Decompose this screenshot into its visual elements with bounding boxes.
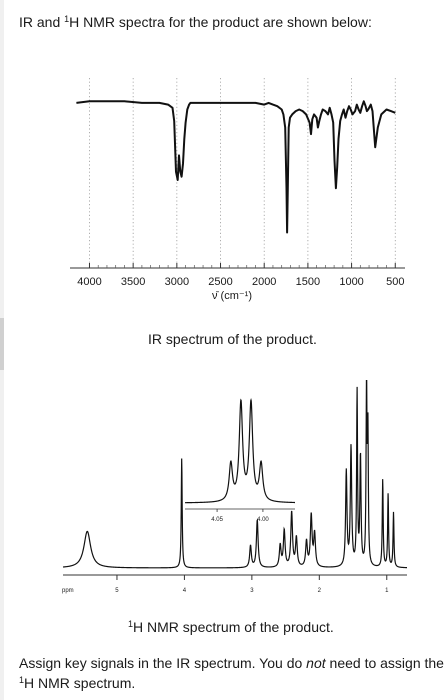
- intro-text-part: H NMR spectra for the product are shown …: [69, 14, 372, 30]
- nmr-inset-tick-label: 4.05: [211, 517, 223, 523]
- ir-tick-label: 3000: [165, 276, 189, 288]
- task-text-part: need to assign the: [325, 655, 444, 671]
- task-text-part: H NMR spectrum.: [24, 675, 136, 691]
- nmr-caption-superscript: 1: [128, 619, 134, 629]
- nmr-tick-marks: 5 4 3 2 1: [115, 575, 389, 594]
- nmr-caption-text: H NMR spectrum of the product.: [133, 619, 334, 635]
- nmr-tick-label: 2: [318, 588, 322, 594]
- ir-x-axis-label: ν̄ (cm⁻¹): [212, 290, 252, 302]
- nmr-spectrum-chart: 4.05 4.00 5 4 3 2 1 ppm: [62, 380, 407, 594]
- ir-tick-marks: [88, 263, 396, 268]
- ir-tick-labels: 4000 3500 3000 2500 2000 1500 1000 500: [77, 276, 404, 288]
- nmr-tick-label: 3: [250, 588, 254, 594]
- ir-spectrum-line: [76, 100, 396, 234]
- nmr-tick-label: 5: [115, 588, 119, 594]
- nmr-caption: 1H NMR spectrum of the product.: [128, 619, 334, 635]
- task-emphasis: not: [306, 655, 326, 671]
- ir-tick-label: 4000: [77, 276, 101, 288]
- ir-tick-label: 2500: [208, 276, 232, 288]
- ir-tick-label: 1000: [339, 276, 363, 288]
- task-instructions: Assign key signals in the IR spectrum. Y…: [19, 653, 444, 693]
- ir-caption: IR spectrum of the product.: [148, 331, 317, 347]
- scroll-marker: [0, 318, 4, 370]
- nmr-tick-label: 1: [385, 588, 389, 594]
- ir-tick-label: 1500: [296, 276, 320, 288]
- nmr-inset-line: [185, 397, 295, 504]
- nmr-inset-ticks: 4.05 4.00: [211, 509, 269, 523]
- nmr-x-axis-label: ppm: [62, 588, 74, 594]
- nmr-inset: 4.05 4.00: [185, 397, 295, 523]
- nmr-tick-label: 4: [183, 588, 187, 594]
- intro-text-part: IR and: [19, 14, 65, 30]
- window-left-edge: [0, 0, 4, 700]
- nmr-spectrum-line: [62, 380, 407, 569]
- nmr-inset-tick-label: 4.00: [257, 517, 269, 523]
- ir-tick-label: 3500: [121, 276, 145, 288]
- ir-tick-label: 2000: [252, 276, 276, 288]
- intro-text: IR and 1H NMR spectra for the product ar…: [19, 14, 372, 30]
- intro-superscript: 1: [64, 14, 70, 24]
- task-text-part: Assign key signals in the IR spectrum. Y…: [19, 655, 307, 671]
- ir-tick-label: 500: [386, 276, 404, 288]
- ir-spectrum-chart: 4000 3500 3000 2500 2000 1500 1000 500 ν̄ (cm⁻¹…: [70, 78, 405, 302]
- task-superscript: 1: [19, 675, 25, 685]
